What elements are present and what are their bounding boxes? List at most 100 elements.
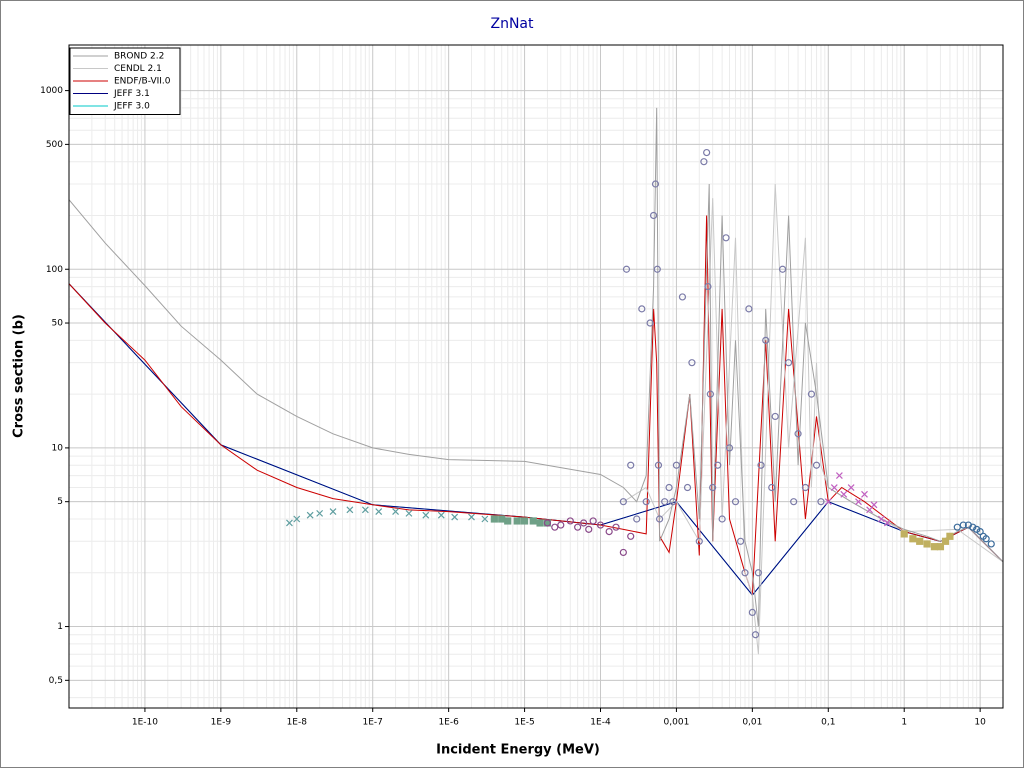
- x-tick-label: 0,1: [821, 718, 835, 728]
- data-layer: [69, 107, 1003, 655]
- data-point: [969, 523, 977, 531]
- data-point: [830, 484, 838, 491]
- data-point: [543, 519, 552, 527]
- data-point: [520, 517, 529, 525]
- x-tick-label: 0,01: [742, 718, 762, 728]
- data-point: [316, 509, 324, 517]
- data-point: [557, 521, 565, 529]
- data-point: [883, 519, 891, 527]
- data-point: [695, 537, 703, 545]
- data-point: [953, 523, 961, 531]
- legend-label: CENDL 2.1: [114, 64, 162, 74]
- data-point: [824, 498, 832, 506]
- x-tick-label: 0,001: [664, 718, 690, 728]
- data-point: [672, 461, 681, 469]
- data-point: [596, 521, 605, 529]
- data-point: [651, 180, 660, 188]
- legend-label: ENDF/B-VII.0: [114, 77, 171, 87]
- x-tick-label: 1E-7: [363, 718, 383, 728]
- data-point: [982, 535, 990, 543]
- data-point: [622, 265, 631, 273]
- y-tick-label: 10: [52, 443, 64, 453]
- data-point: [627, 461, 635, 469]
- data-point: [835, 472, 843, 479]
- data-point: [941, 537, 950, 545]
- legend: BROND 2.2 CENDL 2.1 ENDF/B-VII.0 JEFF 3.1 JE…: [69, 47, 181, 115]
- data-point: [916, 537, 924, 545]
- y-tick-label: 1: [57, 622, 63, 632]
- data-point: [900, 530, 908, 538]
- data-point: [688, 359, 696, 367]
- data-point: [704, 282, 712, 291]
- data-point: [731, 498, 740, 506]
- data-point: [807, 390, 816, 398]
- data-point: [847, 484, 855, 491]
- data-point: [654, 461, 663, 469]
- data-point: [870, 501, 878, 509]
- x-tick-label: 1: [901, 718, 907, 728]
- data-point: [936, 543, 945, 551]
- plot-background: [69, 45, 1003, 708]
- data-point: [498, 515, 506, 523]
- data-point: [706, 390, 714, 398]
- data-point: [909, 535, 917, 543]
- data-point: [987, 540, 995, 548]
- y-tick-label: 5: [57, 497, 63, 507]
- data-point: [762, 336, 770, 344]
- data-point: [451, 513, 459, 521]
- data-point: [703, 148, 711, 157]
- data-point: [481, 515, 489, 523]
- data-point: [725, 444, 734, 452]
- x-tick-label: 1E-5: [514, 718, 534, 728]
- data-point: [745, 305, 753, 313]
- data-point: [722, 234, 730, 242]
- data-point: [861, 490, 868, 498]
- data-point: [329, 508, 337, 516]
- data-point: [946, 532, 954, 540]
- data-point: [794, 430, 802, 438]
- data-point: [627, 532, 635, 540]
- x-axis-label: Incident Energy (MeV): [436, 743, 600, 758]
- y-axis-label: Cross section (b): [12, 314, 27, 438]
- data-point: [801, 483, 810, 492]
- data-point: [665, 483, 673, 492]
- data-point: [642, 498, 650, 506]
- data-point: [361, 506, 369, 514]
- x-tick-label: 10: [974, 718, 986, 728]
- data-point: [736, 537, 745, 545]
- data-point: [768, 483, 776, 492]
- data-point: [930, 543, 939, 551]
- data-point: [375, 508, 383, 516]
- data-point: [812, 461, 821, 469]
- legend-label: JEFF 3.0: [113, 102, 150, 112]
- x-tick-label: 1E-4: [590, 718, 611, 728]
- data-point: [638, 305, 646, 313]
- chart-title: ZnNat: [490, 16, 534, 32]
- data-point: [669, 498, 677, 506]
- data-point: [741, 569, 749, 577]
- x-tick-label: 1E-8: [287, 718, 308, 728]
- data-point: [817, 498, 825, 506]
- data-point: [306, 511, 314, 519]
- data-point: [751, 631, 760, 639]
- data-point: [784, 359, 793, 367]
- data-point: [405, 509, 413, 517]
- x-tick-label: 1E-6: [438, 718, 459, 728]
- plot-border: [68, 44, 1004, 709]
- data-point: [959, 521, 967, 529]
- data-point: [757, 461, 765, 469]
- plot-area: [69, 45, 1004, 708]
- x-tick-label: 1E-9: [211, 718, 232, 728]
- data-point: [437, 511, 445, 519]
- x-tick-label: 1E-10: [132, 718, 158, 728]
- data-point: [612, 523, 620, 531]
- data-point: [754, 569, 762, 577]
- data-point: [700, 158, 708, 166]
- y-tick-label: 100: [46, 265, 63, 275]
- data-point: [490, 515, 498, 523]
- data-point: [286, 519, 293, 527]
- data-point: [709, 483, 717, 492]
- data-point: [661, 498, 669, 506]
- data-point: [655, 515, 664, 523]
